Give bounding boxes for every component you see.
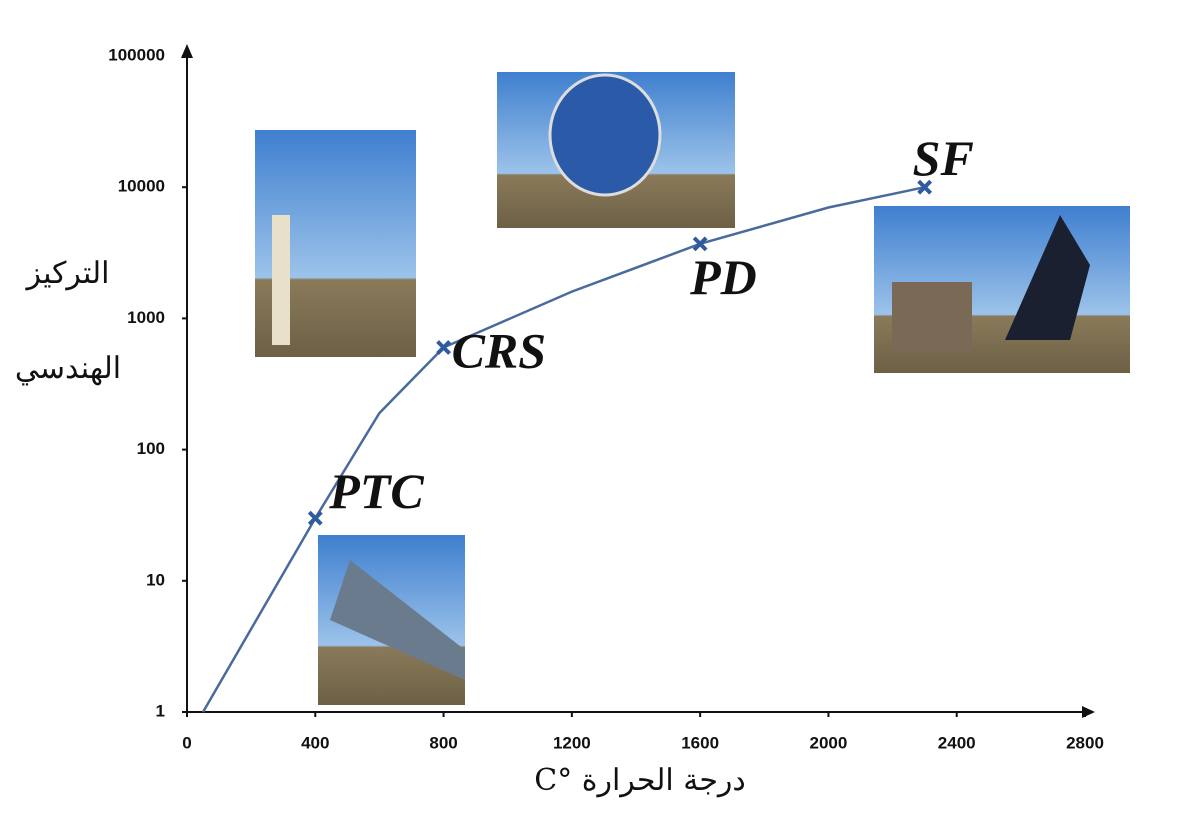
chart: التركيز الهندسي درجة الحرارة °C 0 400 800 1… — [0, 0, 1182, 823]
photo-tower-shape — [272, 215, 290, 345]
x-axis-arrow — [1082, 706, 1095, 718]
point-label: PD — [689, 249, 757, 305]
x-tick-label: 2400 — [938, 733, 976, 752]
point-marker — [309, 512, 321, 524]
y-tick-label: 1 — [156, 701, 165, 720]
point-label: PTC — [328, 463, 424, 519]
photos — [255, 72, 1130, 705]
photo-building — [892, 282, 972, 352]
y-tick-label: 10000 — [118, 177, 165, 196]
x-tick-label: 2800 — [1066, 733, 1104, 752]
y-axis-label: الهندسي — [15, 351, 121, 386]
y-tick-label: 1000 — [127, 308, 165, 327]
x-tick-label: 2000 — [810, 733, 848, 752]
point-marker — [438, 342, 450, 354]
x-tick-label: 800 — [429, 733, 457, 752]
x-tick-label: 0 — [182, 733, 191, 752]
y-tick-label: 100 — [137, 439, 165, 458]
x-tick-label: 400 — [301, 733, 329, 752]
y-tick-label: 10 — [146, 570, 165, 589]
point-label: SF — [913, 130, 974, 186]
y-tick-label: 100000 — [108, 45, 165, 64]
y-axis-label: التركيز — [25, 256, 110, 291]
photo-dish-shape — [550, 75, 660, 195]
x-tick-label: 1200 — [553, 733, 591, 752]
point-label: CRS — [452, 323, 547, 379]
x-tick-label: 1600 — [681, 733, 719, 752]
x-axis-label: درجة الحرارة °C — [534, 763, 745, 798]
